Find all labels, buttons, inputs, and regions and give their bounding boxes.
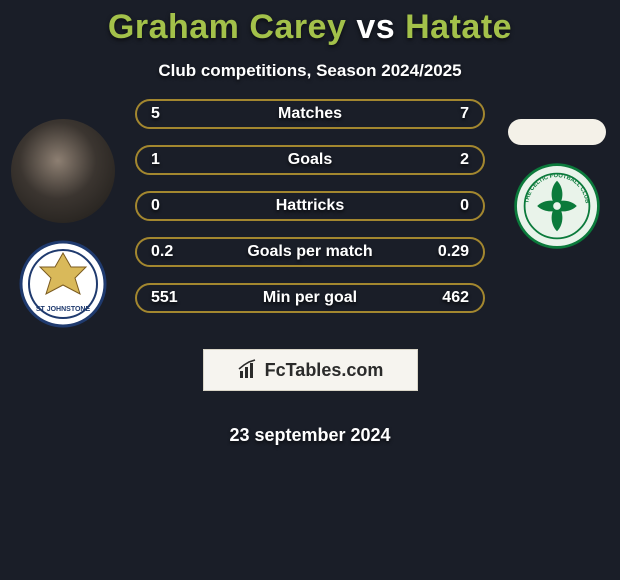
stat-label: Hattricks (276, 197, 344, 215)
title-player1: Graham Carey (108, 8, 346, 46)
site-badge[interactable]: FcTables.com (203, 349, 418, 391)
left-player-column: ST JOHNSTONE (8, 119, 118, 329)
title-vs: vs (356, 8, 395, 46)
main-content: ST JOHNSTONE 5 Matches 7 1 Goals 2 0 Hat… (0, 99, 620, 446)
comparison-card: Graham Carey vs Hatate Club competitions… (0, 0, 620, 446)
player2-photo (508, 119, 606, 145)
stat-label: Goals per match (247, 243, 372, 261)
date-text: 23 september 2024 (135, 407, 485, 446)
stat-row-min-per-goal: 551 Min per goal 462 (135, 283, 485, 313)
stat-right-value: 7 (460, 105, 469, 123)
stat-right-value: 0 (460, 197, 469, 215)
stat-left-value: 0 (151, 197, 160, 215)
stats-column: 5 Matches 7 1 Goals 2 0 Hattricks 0 0.2 … (135, 99, 485, 446)
stat-right-value: 0.29 (438, 243, 469, 261)
site-name: FcTables.com (265, 360, 384, 381)
right-player-column: THE CELTIC FOOTBALL CLUB (502, 119, 612, 251)
stat-row-hattricks: 0 Hattricks 0 (135, 191, 485, 221)
stat-left-value: 551 (151, 289, 178, 307)
stat-row-goals: 1 Goals 2 (135, 145, 485, 175)
title-player2: Hatate (405, 8, 512, 46)
svg-text:ST JOHNSTONE: ST JOHNSTONE (36, 306, 91, 313)
subtitle: Club competitions, Season 2024/2025 (0, 51, 620, 99)
st-johnstone-badge-icon: ST JOHNSTONE (18, 239, 108, 329)
page-title: Graham Carey vs Hatate (0, 0, 620, 51)
player2-club-badge: THE CELTIC FOOTBALL CLUB (512, 161, 602, 251)
stat-row-goals-per-match: 0.2 Goals per match 0.29 (135, 237, 485, 267)
player1-photo (11, 119, 115, 223)
stat-row-matches: 5 Matches 7 (135, 99, 485, 129)
stat-label: Matches (278, 105, 342, 123)
player1-club-badge: ST JOHNSTONE (18, 239, 108, 329)
stat-left-value: 5 (151, 105, 160, 123)
stat-right-value: 462 (442, 289, 469, 307)
chart-icon (237, 359, 259, 381)
stat-right-value: 2 (460, 151, 469, 169)
stat-label: Min per goal (263, 289, 357, 307)
stat-left-value: 1 (151, 151, 160, 169)
celtic-badge-icon: THE CELTIC FOOTBALL CLUB (512, 156, 602, 256)
stat-label: Goals (288, 151, 332, 169)
stat-left-value: 0.2 (151, 243, 173, 261)
